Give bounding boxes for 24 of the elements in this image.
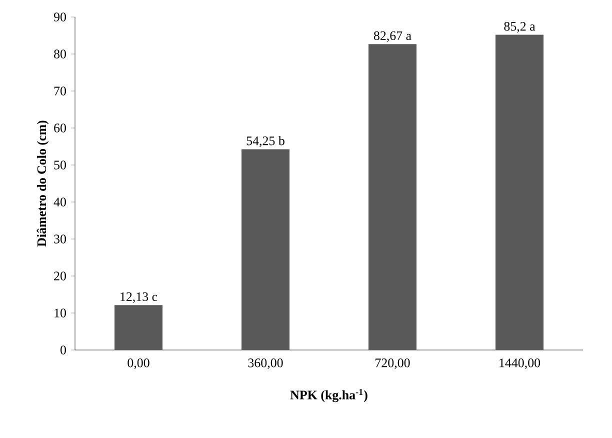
y-tick-label: 20 (54, 272, 66, 280)
x-tick-label: 0,00 (128, 358, 150, 370)
bar (368, 44, 417, 350)
y-tick-label: 50 (54, 160, 66, 170)
bar (114, 305, 162, 350)
x-tick-label: 1440,00 (500, 358, 540, 370)
x-axis-title: NPK (kg.ha$^{-1}$) (290, 388, 368, 402)
data-label: 54,25 b (246, 136, 284, 148)
bar (242, 149, 290, 350)
y-tick-label: 10 (54, 308, 66, 318)
y-tick-label: 60 (54, 124, 66, 132)
y-tick-label: 70 (54, 86, 66, 96)
y-tick-label: 40 (54, 198, 66, 206)
x-tick-label: 360,00 (248, 358, 283, 370)
y-tick-label: 90 (54, 12, 66, 22)
data-label: 12,13 c (120, 292, 158, 303)
y-tick-label: 80 (54, 50, 66, 58)
y-tick-label: 30 (54, 234, 66, 244)
data-label: 82,67 a (374, 31, 412, 42)
data-label: 85,2 a (504, 22, 536, 33)
x-tick-label: 720,00 (376, 358, 410, 370)
bar (496, 34, 544, 350)
y-axis-title: Diâmetro do Colo (cm) (36, 120, 49, 247)
y-tick-label: 0 (60, 346, 66, 354)
